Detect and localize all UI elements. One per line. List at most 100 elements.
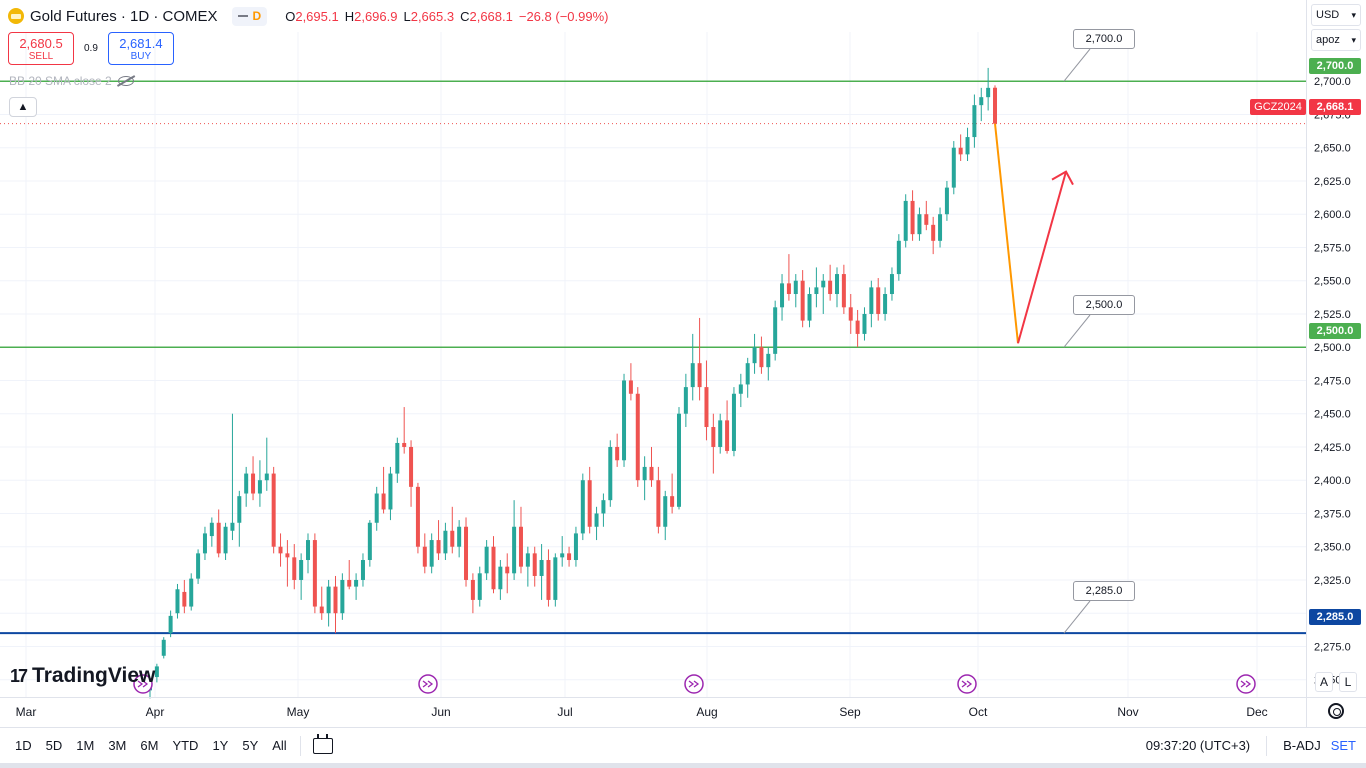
- candle-body: [828, 280, 833, 295]
- candle-body: [628, 380, 633, 394]
- auto-scale-button[interactable]: A: [1315, 672, 1333, 692]
- candle-body: [553, 557, 558, 600]
- gold-symbol-icon: [8, 8, 24, 24]
- candle-body: [567, 553, 572, 561]
- unit-select[interactable]: apoz ▾: [1311, 29, 1361, 51]
- candle-body: [910, 200, 915, 235]
- y-tick-label: 2,650.0: [1314, 143, 1351, 155]
- last-price-tag: 2,668.1: [1309, 99, 1361, 115]
- candle-body: [175, 589, 180, 614]
- symbol-title[interactable]: Gold Futures · 1D · COMEX: [30, 7, 218, 25]
- candle-body: [807, 294, 812, 321]
- candle-body: [793, 280, 798, 295]
- candle-body: [402, 442, 407, 447]
- buy-price: 2,681.4: [119, 36, 163, 51]
- timeframe-all[interactable]: All: [272, 738, 287, 753]
- candle-body: [979, 97, 984, 106]
- ohlc-change: −26.8 (−0.99%): [518, 8, 609, 24]
- gear-icon[interactable]: [1328, 703, 1344, 719]
- candle-body: [450, 530, 455, 547]
- candle-body: [835, 274, 839, 295]
- candle-body: [690, 363, 695, 388]
- clock-time[interactable]: 09:37:20 (UTC+3): [1145, 738, 1251, 753]
- candle-body: [498, 566, 503, 590]
- candle-body: [196, 553, 201, 579]
- candle-body: [869, 287, 874, 314]
- timeframe-3m[interactable]: 3M: [108, 738, 127, 753]
- candle-body: [938, 214, 943, 241]
- divider: [299, 735, 301, 756]
- candle-body: [580, 480, 585, 534]
- y-tick-label: 2,525.0: [1314, 309, 1351, 321]
- delay-badge: D: [252, 9, 262, 23]
- currency-select[interactable]: USD ▾: [1311, 4, 1361, 26]
- adjustment-toggle[interactable]: B-ADJ: [1283, 738, 1321, 753]
- callout-pointer: [1063, 600, 1091, 634]
- ohlc-open: O2,695.1: [285, 8, 339, 24]
- tradingview-logo[interactable]: 17 TradingView: [10, 664, 155, 688]
- candle-body: [786, 283, 791, 295]
- symbol-price-tag: GCZ2024: [1250, 99, 1306, 115]
- candle-body: [436, 540, 441, 554]
- candle-body: [697, 363, 702, 388]
- timeframe-5y[interactable]: 5Y: [242, 738, 259, 753]
- candle-body: [415, 486, 420, 547]
- candle-body: [821, 280, 826, 288]
- timeframe-1d[interactable]: 1D: [15, 738, 32, 753]
- timeframe-1m[interactable]: 1M: [76, 738, 95, 753]
- timeframe-5d[interactable]: 5D: [45, 738, 63, 753]
- candle-body: [292, 557, 297, 580]
- candle-body: [718, 420, 723, 447]
- callout-2285[interactable]: 2,285.0: [1073, 581, 1135, 601]
- ohlc-readout: O2,695.1 H2,696.9 L2,665.3 C2,668.1 −26.…: [285, 9, 608, 24]
- session-toggle[interactable]: SET: [1330, 738, 1356, 753]
- candle-body: [848, 307, 853, 321]
- x-tick-label: Jun: [431, 705, 450, 719]
- callout-2500[interactable]: 2,500.0: [1073, 295, 1135, 315]
- candle-body: [676, 413, 681, 507]
- indicator-label: BB 20 SMA close 2: [9, 74, 112, 88]
- candle-body: [896, 240, 901, 275]
- y-tick-label: 2,425.0: [1314, 442, 1351, 454]
- callout-2700[interactable]: 2,700.0: [1073, 29, 1135, 49]
- projection-segment: [1017, 171, 1067, 344]
- candle-body: [216, 522, 221, 554]
- candle-body: [573, 533, 578, 561]
- candle-body: [484, 546, 489, 574]
- trade-panel: 2,680.5 SELL 0.9 2,681.4 BUY: [8, 32, 174, 65]
- candle-body: [477, 573, 482, 600]
- sell-price: 2,680.5: [19, 36, 63, 51]
- calendar-range-icon[interactable]: [312, 733, 333, 754]
- timeframe-1y[interactable]: 1Y: [212, 738, 229, 753]
- y-tick-label: 2,550.0: [1314, 276, 1351, 288]
- y-tick-label: 2,500.0: [1314, 342, 1351, 354]
- candle-body: [223, 526, 228, 554]
- collapse-legend-button[interactable]: ▲: [9, 97, 37, 117]
- callout-pointer: [1063, 314, 1091, 348]
- log-scale-button[interactable]: L: [1339, 672, 1357, 692]
- timeframe-ytd[interactable]: YTD: [172, 738, 199, 753]
- x-tick-label: Nov: [1117, 705, 1138, 719]
- sell-button[interactable]: 2,680.5 SELL: [8, 32, 74, 65]
- axes: 2,250.02,275.02,300.02,325.02,350.02,375…: [0, 0, 1366, 727]
- candle-body: [814, 287, 819, 295]
- y-tick-label: 2,325.0: [1314, 575, 1351, 587]
- candle-body: [182, 591, 187, 607]
- data-source-pill[interactable]: D: [231, 6, 268, 26]
- candle-body: [635, 393, 640, 481]
- candle-body: [244, 473, 249, 494]
- ohlc-close: C2,668.1: [460, 8, 513, 24]
- candle-body: [271, 473, 276, 547]
- y-tick-label: 2,600.0: [1314, 209, 1351, 221]
- candle-body: [360, 560, 365, 580]
- chevron-up-icon: ▲: [17, 101, 29, 113]
- candle-body: [731, 393, 736, 451]
- candle-body: [993, 87, 998, 124]
- ohlc-high: H2,696.9: [344, 8, 398, 24]
- buy-button[interactable]: 2,681.4 BUY: [107, 32, 174, 65]
- candle-body: [285, 553, 290, 558]
- indicator-legend[interactable]: BB 20 SMA close 2: [9, 74, 134, 88]
- timeframe-6m[interactable]: 6M: [140, 738, 159, 753]
- eye-off-icon[interactable]: [117, 76, 134, 86]
